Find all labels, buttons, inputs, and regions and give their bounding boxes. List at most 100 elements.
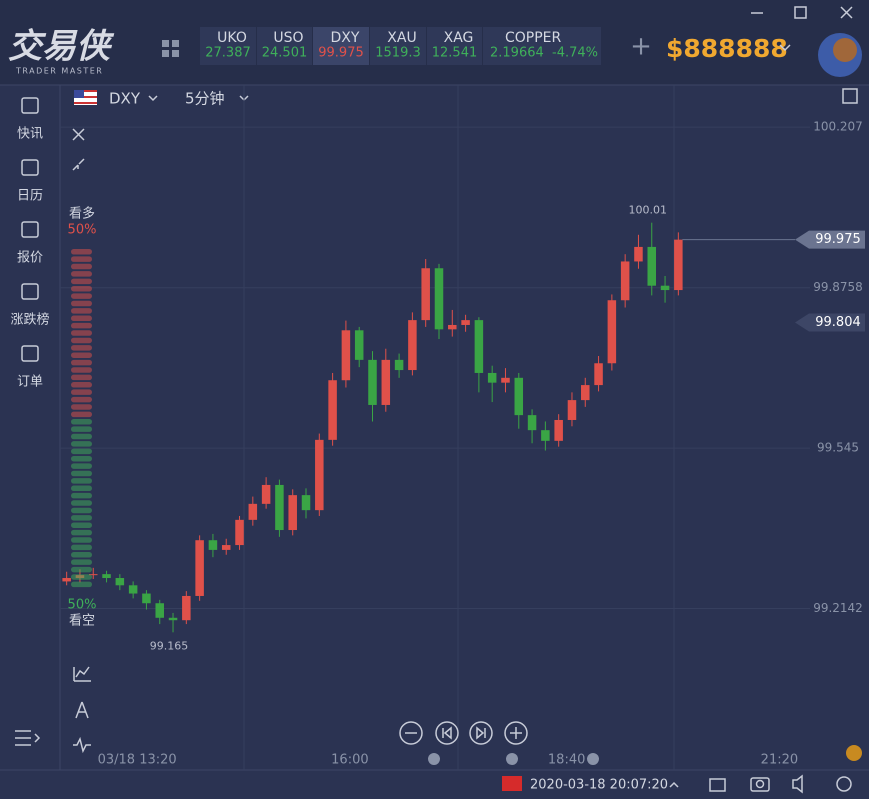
- candle-body: [208, 540, 218, 550]
- camera-icon[interactable]: [750, 777, 770, 792]
- wave-tool[interactable]: [73, 736, 91, 754]
- candle-body: [487, 372, 497, 383]
- indicator-tool[interactable]: [73, 666, 91, 682]
- candle-body: [168, 617, 178, 621]
- long-pill: [71, 293, 92, 299]
- candle-body: [368, 359, 377, 405]
- candle-body: [647, 246, 657, 286]
- candle-body: [128, 585, 138, 594]
- menu[interactable]: [15, 730, 41, 746]
- maximize[interactable]: [794, 6, 807, 19]
- short-pill: [71, 463, 92, 469]
- long-pill: [71, 285, 92, 292]
- panel-toggle[interactable]: [842, 88, 858, 104]
- candle-body: [541, 430, 550, 441]
- close[interactable]: [840, 6, 853, 19]
- long-pill: [71, 337, 92, 344]
- price-tag: [795, 230, 865, 249]
- draw-tool[interactable]: [75, 701, 89, 719]
- short-pill: [71, 470, 92, 477]
- candle-body: [581, 385, 590, 401]
- window-icon[interactable]: [709, 778, 726, 792]
- flag-canton: [74, 90, 84, 98]
- apps-icon[interactable]: [162, 40, 179, 57]
- ticker-box[interactable]: [257, 27, 312, 65]
- symbol-chevron[interactable]: [148, 95, 158, 102]
- zoom-in-icon: [510, 727, 522, 739]
- go-start[interactable]: [435, 721, 459, 745]
- price-tag-label: 99.975: [815, 232, 861, 247]
- ticker-value: 24.501: [262, 46, 308, 61]
- ticker-box[interactable]: [200, 27, 256, 65]
- nav-icon[interactable]: [21, 283, 39, 300]
- nav-icon[interactable]: [21, 221, 39, 238]
- long-pill: [71, 315, 92, 322]
- candle-body: [501, 377, 510, 383]
- scroll-handle[interactable]: [587, 753, 599, 765]
- ticker-box[interactable]: [483, 27, 601, 65]
- short-pill: [71, 559, 92, 565]
- short-pill: [71, 522, 92, 528]
- candle-body: [62, 578, 71, 582]
- candle-body: [288, 495, 297, 531]
- long-pct: 50%: [68, 223, 97, 238]
- logo-sub: TRADER MASTER: [15, 67, 103, 76]
- nav-label[interactable]: 报价: [17, 251, 43, 266]
- long-pill: [71, 278, 92, 285]
- sound-icon[interactable]: [792, 774, 803, 794]
- scroll-handle[interactable]: [506, 753, 518, 765]
- collapse-sentiment[interactable]: [72, 158, 85, 171]
- go-end[interactable]: [469, 721, 493, 745]
- long-pill: [71, 322, 92, 329]
- symbol[interactable]: DXY: [109, 90, 141, 108]
- nav-label[interactable]: 涨跌榜: [10, 312, 49, 328]
- candle-body: [381, 359, 391, 405]
- flag-stripe: [74, 96, 97, 98]
- candle-body: [474, 320, 484, 373]
- go-end-icon: [476, 726, 486, 740]
- settings-badge[interactable]: [846, 745, 862, 761]
- annotation: 99.165: [150, 639, 189, 652]
- y-tick-label: 99.8758: [813, 280, 863, 294]
- short-pill: [71, 478, 92, 484]
- nav-icon[interactable]: [21, 345, 39, 362]
- nav-label[interactable]: 订单: [17, 375, 43, 390]
- interval[interactable]: 5分钟: [185, 90, 225, 108]
- short-pill: [71, 426, 92, 432]
- nav-icon[interactable]: [21, 97, 39, 114]
- long-pill: [71, 308, 92, 314]
- candle-body: [674, 239, 683, 291]
- x-tick-label: 18:40: [548, 753, 585, 768]
- candle-body: [182, 595, 191, 621]
- candle-body: [142, 593, 151, 604]
- add-button[interactable]: +: [630, 32, 652, 62]
- settings-icon[interactable]: [836, 776, 852, 792]
- candle-body: [408, 320, 417, 371]
- camera-lens: [755, 779, 765, 789]
- ticker-value: 99.975: [318, 46, 364, 61]
- nav-label[interactable]: 日历: [17, 189, 43, 204]
- datetime-caret[interactable]: [669, 781, 679, 788]
- short-pill: [71, 448, 92, 455]
- flag-stripe: [74, 90, 97, 92]
- long-pill: [71, 382, 92, 388]
- candle-body: [354, 330, 364, 360]
- ticker-box[interactable]: [313, 27, 369, 65]
- short-pct: 50%: [68, 598, 97, 613]
- close-sentiment[interactable]: [72, 128, 85, 141]
- zoom-out[interactable]: [399, 721, 423, 745]
- long-pill: [71, 396, 92, 403]
- nav-label[interactable]: 快讯: [17, 127, 43, 142]
- ticker-box[interactable]: [370, 27, 426, 65]
- short-pill: [71, 581, 92, 588]
- zoom-in[interactable]: [504, 721, 528, 745]
- long-pill: [71, 404, 92, 410]
- long-label: 看多: [69, 206, 95, 222]
- ticker-box[interactable]: [427, 27, 482, 65]
- balance[interactable]: $888888: [666, 34, 788, 63]
- nav-icon[interactable]: [21, 159, 39, 176]
- balance-chevron[interactable]: [779, 44, 791, 52]
- scroll-handle[interactable]: [428, 753, 440, 765]
- short-pill: [71, 500, 92, 506]
